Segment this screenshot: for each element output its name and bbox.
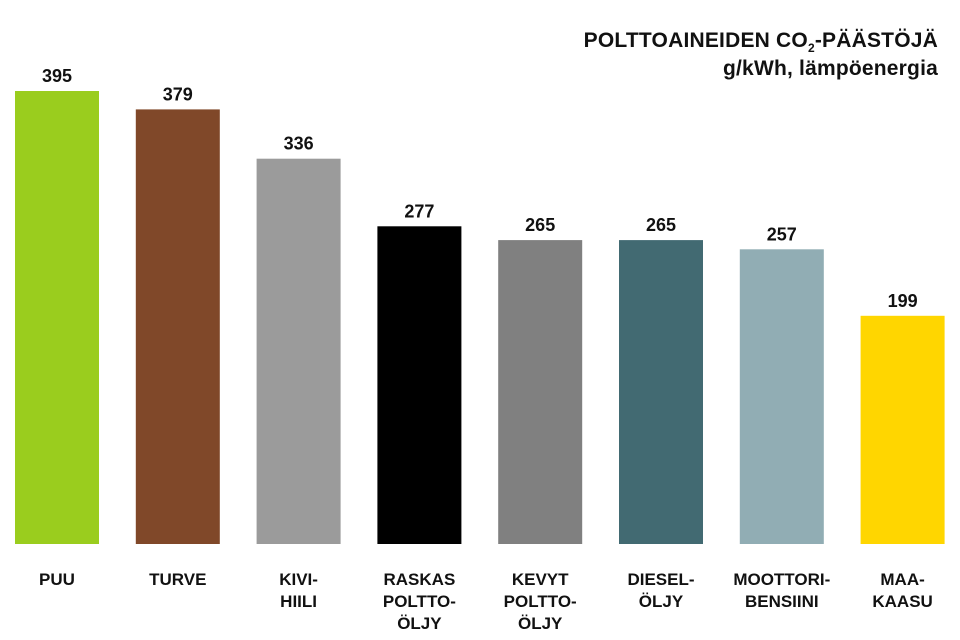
category-label: DIESEL-ÖLJY bbox=[627, 570, 694, 611]
bar bbox=[739, 249, 824, 545]
chart-title-prefix: POLTTOAINEIDEN CO bbox=[583, 29, 808, 52]
category-label: PUU bbox=[39, 570, 75, 589]
chart-title-block: POLTTOAINEIDEN CO2-PÄÄSTÖJÄ g/kWh, lämpö… bbox=[584, 28, 938, 82]
bar bbox=[498, 240, 583, 544]
bar bbox=[860, 315, 945, 544]
bar bbox=[135, 109, 220, 545]
bar-value-label: 395 bbox=[42, 66, 72, 86]
category-label: TURVE bbox=[149, 570, 206, 589]
chart-subtitle: g/kWh, lämpöenergia bbox=[723, 57, 938, 80]
category-label: MOOTTORI-BENSIINI bbox=[733, 570, 830, 611]
bar-value-label: 265 bbox=[646, 215, 676, 235]
bar-value-label: 277 bbox=[404, 201, 434, 221]
bar-value-label: 257 bbox=[767, 224, 797, 244]
bar bbox=[15, 91, 99, 544]
category-label: KEVYT POLTTO-ÖLJY bbox=[504, 570, 577, 633]
category-label: MAA-KAASU bbox=[872, 570, 932, 611]
bar-value-label: 379 bbox=[163, 84, 193, 104]
bar bbox=[619, 240, 703, 544]
chart-title: POLTTOAINEIDEN CO2-PÄÄSTÖJÄ bbox=[584, 28, 938, 56]
bar bbox=[377, 226, 462, 545]
bar-value-label: 336 bbox=[284, 134, 314, 154]
category-label: KIVI-HIILI bbox=[279, 570, 318, 611]
bar-value-label: 265 bbox=[525, 215, 555, 235]
bar bbox=[256, 158, 341, 544]
bar-value-label: 199 bbox=[888, 291, 918, 311]
category-label: RASKAS POLTTO-ÖLJY bbox=[383, 570, 456, 633]
chart-title-subscript: 2 bbox=[807, 41, 815, 55]
chart-title-suffix: -PÄÄSTÖJÄ bbox=[814, 29, 938, 52]
